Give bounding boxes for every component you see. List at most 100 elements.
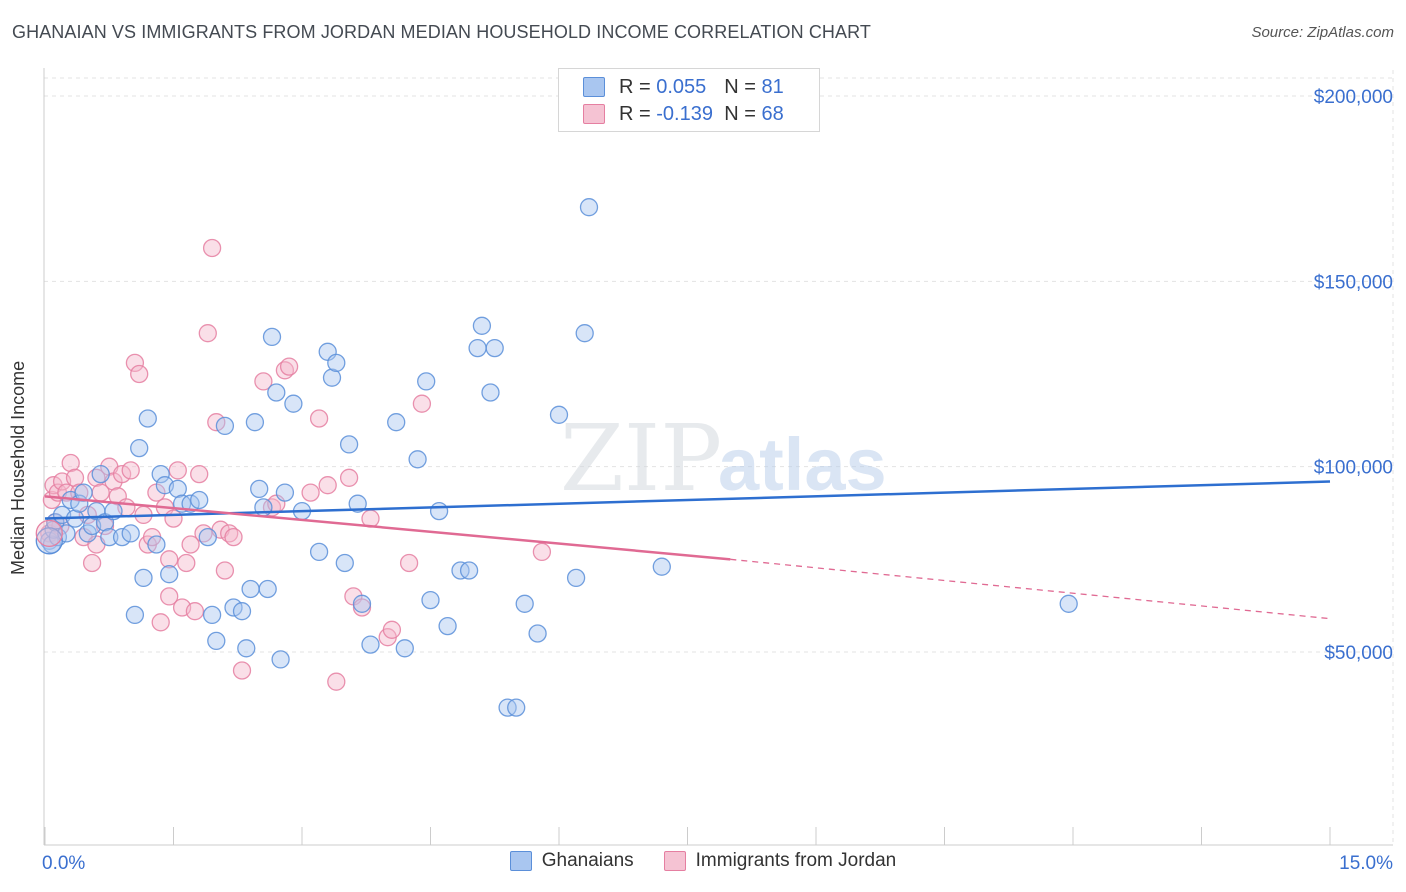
ghanaian-point	[284, 394, 303, 413]
ghanaian-point	[339, 435, 359, 454]
data-points	[35, 198, 1078, 717]
jordan-point	[412, 394, 432, 413]
jordan-point	[327, 672, 346, 691]
jordan-point	[399, 553, 419, 573]
ghanaian-point	[134, 568, 153, 588]
chart-title: GHANAIAN VS IMMIGRANTS FROM JORDAN MEDIA…	[12, 22, 872, 42]
legend-row-ghanaians: R = 0.055 N = 81	[583, 74, 784, 100]
ghanaian-point	[327, 353, 346, 373]
ghanaian-point	[472, 316, 492, 335]
ghanaian-point	[190, 490, 209, 510]
ghanaian-point	[198, 527, 217, 547]
ghanaian-point	[515, 594, 534, 613]
ghanaian-point	[232, 602, 252, 621]
ghanaian-point	[652, 557, 671, 576]
legend-swatch-ghanaians	[509, 851, 532, 871]
ghanaian-point	[237, 639, 256, 658]
legend-r-label: R =	[619, 102, 651, 125]
ghanaian-point	[481, 383, 500, 402]
jordan-point	[279, 357, 299, 376]
jordan-point	[82, 553, 102, 573]
series-legend: Ghanaians Immigrants from Jordan	[0, 850, 1406, 872]
jordan-point	[130, 364, 149, 384]
ghanaian-point	[429, 501, 449, 521]
ghanaian-point	[160, 565, 179, 584]
legend-r-value: 0.055	[656, 75, 707, 98]
legend-label-jordan: Immigrants from Jordan	[695, 850, 897, 871]
jordan-point	[160, 587, 179, 606]
ghanaian-point	[485, 338, 504, 358]
jordan-point	[177, 553, 196, 573]
axes	[43, 68, 1393, 846]
jordan-point	[224, 527, 243, 547]
ghanaian-point	[91, 464, 110, 484]
legend-item-ghanaians[interactable]: Ghanaians	[509, 850, 634, 872]
jordan-point	[35, 519, 63, 548]
ghanaian-point	[147, 535, 166, 554]
jordan-point	[254, 372, 273, 391]
ghanaian-point	[215, 416, 235, 436]
legend-n-value: 81	[761, 75, 784, 98]
ghanaian-point	[121, 524, 140, 543]
legend-n-value: 68	[761, 102, 784, 125]
jordan-point	[160, 550, 179, 569]
ghanaian-point	[130, 438, 149, 458]
jordan-point	[125, 353, 145, 373]
ghanaian-point	[202, 605, 222, 625]
watermark: ZIP atlas	[560, 405, 887, 512]
correlation-legend: R = 0.055 N = 81 R = -0.139 N = 68	[558, 68, 820, 132]
y-tick-label: $200,000	[1314, 87, 1393, 108]
legend-r-value: -0.139	[656, 102, 713, 125]
jordan-trend-extension	[730, 558, 1331, 620]
ghanaian-point	[100, 527, 119, 547]
jordan-point	[301, 483, 320, 502]
jordan-point	[339, 468, 359, 487]
ghanaian-point	[361, 635, 380, 654]
ghanaian-trend-line	[44, 480, 1331, 520]
legend-swatch-jordan	[663, 851, 686, 871]
ghanaian-point	[245, 413, 265, 432]
ghanaian-point	[459, 561, 479, 580]
legend-swatch-ghanaians	[583, 77, 605, 97]
ghanaian-point	[348, 494, 367, 513]
jordan-point	[318, 476, 337, 495]
ghanaian-point	[575, 324, 594, 343]
ghanaian-point	[309, 542, 329, 562]
legend-item-jordan[interactable]: Immigrants from Jordan	[663, 850, 897, 872]
x-tick-label-min: 0.0%	[42, 853, 85, 874]
jordan-point	[532, 542, 552, 562]
legend-label-ghanaians: Ghanaians	[541, 850, 634, 871]
ghanaian-point	[468, 338, 487, 358]
ghanaian-point	[207, 631, 226, 651]
ghanaian-point	[138, 409, 157, 428]
legend-swatch-jordan	[583, 104, 605, 124]
jordan-point	[164, 509, 183, 528]
ghanaian-point	[35, 527, 63, 555]
ghanaian-point	[421, 590, 440, 610]
ghanaian-point	[267, 383, 286, 402]
ghanaian-point	[507, 698, 526, 717]
ghanaian-point	[322, 368, 342, 387]
ghanaian-point	[250, 479, 269, 499]
jordan-point	[181, 535, 200, 554]
jordan-point	[202, 238, 222, 258]
ghanaian-point	[549, 405, 569, 424]
ghanaian-point	[271, 650, 290, 669]
ghanaian-point	[387, 413, 406, 432]
ghanaian-point	[125, 605, 145, 625]
jordan-point	[168, 461, 187, 480]
y-tick-label: $150,000	[1314, 272, 1393, 293]
ghanaian-point	[241, 579, 260, 599]
ghanaian-point	[352, 594, 372, 613]
jordan-point	[151, 613, 170, 632]
legend-n-label: N =	[724, 102, 756, 125]
ghanaian-point	[395, 639, 414, 658]
jordan-point	[309, 409, 329, 428]
watermark-atlas: atlas	[718, 423, 887, 506]
ghanaian-point	[151, 464, 170, 484]
ghanaian-point	[438, 616, 457, 636]
jordan-point	[185, 602, 205, 621]
watermark-zip: ZIP	[560, 405, 722, 512]
legend-row-jordan: R = -0.139 N = 68	[583, 101, 784, 127]
